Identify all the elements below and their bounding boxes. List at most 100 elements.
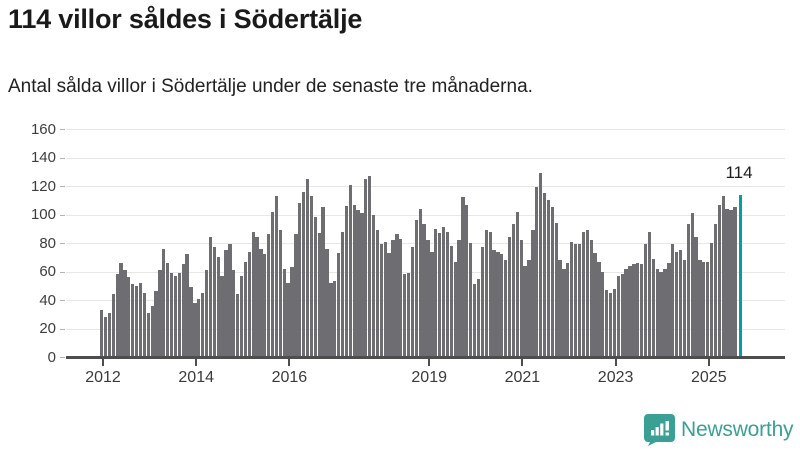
y-tick-label: 160 xyxy=(30,120,56,138)
x-tick xyxy=(102,358,104,366)
bar xyxy=(298,203,302,357)
bar xyxy=(546,200,551,357)
bar xyxy=(441,227,446,357)
bar xyxy=(282,268,286,357)
x-tick-label: 2021 xyxy=(504,369,541,386)
bar xyxy=(414,220,418,357)
bar xyxy=(585,230,589,357)
bar xyxy=(329,282,333,357)
y-tick-label: 20 xyxy=(39,320,56,337)
bar xyxy=(492,250,496,357)
gridline xyxy=(66,214,785,216)
bar xyxy=(434,228,438,357)
y-tick-label: 80 xyxy=(39,234,56,252)
bar xyxy=(430,251,434,357)
bar xyxy=(383,241,387,357)
bar xyxy=(356,210,360,357)
bar xyxy=(721,195,725,357)
bar xyxy=(418,208,422,357)
y-tick xyxy=(60,357,65,358)
bar xyxy=(340,231,345,357)
bar xyxy=(426,240,430,357)
bar xyxy=(566,262,570,357)
bar xyxy=(220,275,224,357)
gridline xyxy=(66,129,785,130)
bar xyxy=(360,213,364,357)
bar xyxy=(243,261,248,357)
bar xyxy=(449,245,453,357)
bar xyxy=(290,267,294,357)
bar xyxy=(294,234,298,357)
bar xyxy=(216,257,220,357)
y-tick xyxy=(60,271,65,273)
bar xyxy=(181,264,185,357)
bar xyxy=(686,224,690,357)
bar xyxy=(395,234,399,357)
bar xyxy=(445,231,450,357)
bar xyxy=(678,250,683,357)
gridline xyxy=(66,186,785,187)
bar xyxy=(733,207,737,357)
bar xyxy=(115,274,119,357)
bar xyxy=(162,248,166,357)
bar xyxy=(608,292,613,357)
bar xyxy=(628,265,632,357)
bar xyxy=(166,262,170,357)
bar xyxy=(302,191,306,357)
y-tick xyxy=(60,328,65,330)
bar xyxy=(461,197,465,357)
bar xyxy=(729,210,733,357)
bar xyxy=(232,270,236,357)
y-tick-label: 120 xyxy=(30,177,56,195)
bar xyxy=(457,240,461,357)
bar xyxy=(263,254,267,357)
bar xyxy=(573,244,578,357)
bar xyxy=(239,275,244,357)
bar xyxy=(212,247,216,357)
bar xyxy=(698,260,702,357)
bar xyxy=(224,250,228,357)
bar xyxy=(624,268,628,357)
y-tick-label: 140 xyxy=(30,149,56,166)
y-tick xyxy=(60,214,65,216)
bar xyxy=(267,234,271,357)
bar xyxy=(247,251,251,357)
bar xyxy=(647,231,652,357)
bar xyxy=(274,195,279,357)
bar xyxy=(201,292,205,357)
bar xyxy=(523,265,527,357)
bar xyxy=(119,262,123,357)
bar xyxy=(655,268,659,357)
bar xyxy=(422,224,426,357)
newsworthy-logo[interactable]: Newsworthy xyxy=(644,413,796,447)
x-tick-label: 2019 xyxy=(411,369,447,386)
bar xyxy=(193,302,197,357)
current-value-label: 114 xyxy=(725,163,753,182)
bar xyxy=(717,204,721,357)
bar xyxy=(321,207,325,357)
y-tick xyxy=(60,300,65,301)
y-tick-label: 60 xyxy=(39,263,56,280)
bar xyxy=(185,254,189,357)
y-tick-label: 100 xyxy=(30,206,56,223)
bar xyxy=(387,252,391,357)
bar xyxy=(511,224,516,357)
bar xyxy=(138,282,143,357)
bar xyxy=(453,261,457,357)
bar xyxy=(620,274,624,357)
bar xyxy=(208,237,213,357)
bar xyxy=(313,217,317,357)
bar xyxy=(251,231,255,357)
y-tick xyxy=(60,186,65,187)
bar xyxy=(333,281,337,357)
bar xyxy=(616,275,620,357)
bar xyxy=(278,230,282,357)
bar-chart-speech-bubble-icon xyxy=(644,414,675,446)
bar xyxy=(527,260,531,357)
bar xyxy=(309,195,314,357)
bar xyxy=(150,305,154,357)
bar xyxy=(197,298,201,357)
bar xyxy=(562,268,566,357)
bar xyxy=(100,309,104,357)
bar xyxy=(270,211,275,357)
